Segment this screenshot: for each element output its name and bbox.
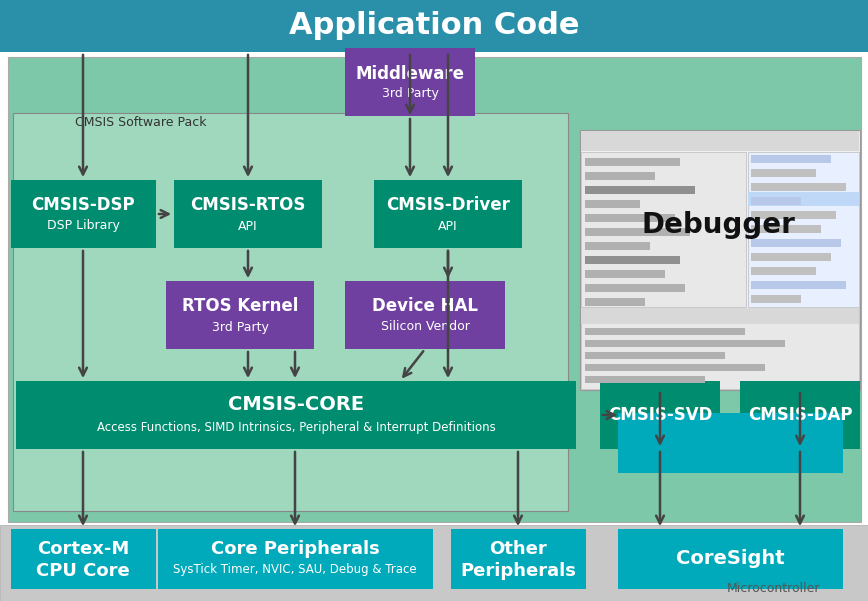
FancyBboxPatch shape xyxy=(751,169,816,177)
FancyBboxPatch shape xyxy=(751,253,831,261)
FancyBboxPatch shape xyxy=(751,295,801,303)
FancyBboxPatch shape xyxy=(751,197,801,205)
FancyBboxPatch shape xyxy=(0,0,868,52)
Text: CMSIS Software Pack: CMSIS Software Pack xyxy=(75,117,207,129)
FancyBboxPatch shape xyxy=(581,308,859,324)
FancyBboxPatch shape xyxy=(581,131,859,151)
FancyBboxPatch shape xyxy=(585,284,685,292)
FancyBboxPatch shape xyxy=(166,281,314,349)
FancyBboxPatch shape xyxy=(158,529,433,589)
Text: Application Code: Application Code xyxy=(289,11,579,40)
FancyBboxPatch shape xyxy=(748,152,859,307)
FancyBboxPatch shape xyxy=(585,200,640,208)
FancyBboxPatch shape xyxy=(748,192,859,206)
FancyBboxPatch shape xyxy=(600,381,720,449)
FancyBboxPatch shape xyxy=(751,267,816,275)
Text: Microcontroller: Microcontroller xyxy=(727,582,820,594)
FancyBboxPatch shape xyxy=(585,340,785,347)
Text: Other: Other xyxy=(490,540,547,558)
FancyBboxPatch shape xyxy=(585,270,665,278)
Text: CMSIS-DSP: CMSIS-DSP xyxy=(31,196,135,214)
FancyBboxPatch shape xyxy=(374,180,522,248)
FancyBboxPatch shape xyxy=(585,228,690,236)
Text: CMSIS-DAP: CMSIS-DAP xyxy=(747,406,852,424)
FancyBboxPatch shape xyxy=(585,186,695,194)
FancyBboxPatch shape xyxy=(751,239,841,247)
Text: CPU Core: CPU Core xyxy=(36,562,130,580)
FancyBboxPatch shape xyxy=(585,214,675,222)
FancyBboxPatch shape xyxy=(751,183,846,191)
FancyBboxPatch shape xyxy=(451,529,586,589)
FancyBboxPatch shape xyxy=(13,113,568,511)
FancyBboxPatch shape xyxy=(585,158,680,166)
FancyBboxPatch shape xyxy=(581,308,859,389)
FancyBboxPatch shape xyxy=(580,130,860,390)
Text: CMSIS-Driver: CMSIS-Driver xyxy=(386,196,510,214)
Text: SysTick Timer, NVIC, SAU, Debug & Trace: SysTick Timer, NVIC, SAU, Debug & Trace xyxy=(174,563,417,576)
Text: Silicon Vendor: Silicon Vendor xyxy=(380,320,470,334)
Text: CMSIS-CORE: CMSIS-CORE xyxy=(228,395,364,415)
FancyBboxPatch shape xyxy=(11,180,156,248)
FancyBboxPatch shape xyxy=(345,281,505,349)
FancyBboxPatch shape xyxy=(581,152,746,307)
FancyBboxPatch shape xyxy=(618,529,843,589)
FancyBboxPatch shape xyxy=(585,256,680,264)
FancyBboxPatch shape xyxy=(585,242,650,250)
Text: Device HAL: Device HAL xyxy=(372,297,478,315)
Text: 3rd Party: 3rd Party xyxy=(212,320,268,334)
FancyBboxPatch shape xyxy=(585,328,745,335)
Text: Cortex-M: Cortex-M xyxy=(36,540,129,558)
FancyBboxPatch shape xyxy=(585,172,655,180)
Text: Core Peripherals: Core Peripherals xyxy=(211,540,379,558)
Text: CoreSight: CoreSight xyxy=(675,549,785,569)
FancyBboxPatch shape xyxy=(0,52,868,601)
FancyBboxPatch shape xyxy=(8,57,861,522)
FancyBboxPatch shape xyxy=(585,376,705,383)
Text: Middleware: Middleware xyxy=(356,65,464,83)
FancyBboxPatch shape xyxy=(618,413,843,473)
FancyBboxPatch shape xyxy=(751,225,821,233)
Text: DSP Library: DSP Library xyxy=(47,219,120,233)
Text: Access Functions, SIMD Intrinsics, Peripheral & Interrupt Definitions: Access Functions, SIMD Intrinsics, Perip… xyxy=(96,421,496,435)
Text: CMSIS-RTOS: CMSIS-RTOS xyxy=(190,196,306,214)
FancyBboxPatch shape xyxy=(585,364,765,371)
FancyBboxPatch shape xyxy=(585,352,725,359)
FancyBboxPatch shape xyxy=(585,298,645,306)
Text: Peripherals: Peripherals xyxy=(460,562,576,580)
FancyBboxPatch shape xyxy=(16,381,576,449)
Text: Debugger: Debugger xyxy=(641,211,795,239)
FancyBboxPatch shape xyxy=(174,180,322,248)
Text: CMSIS-SVD: CMSIS-SVD xyxy=(608,406,712,424)
Text: API: API xyxy=(238,219,258,233)
Text: 3rd Party: 3rd Party xyxy=(382,88,438,100)
FancyBboxPatch shape xyxy=(345,48,475,116)
Text: API: API xyxy=(438,219,457,233)
Text: RTOS Kernel: RTOS Kernel xyxy=(181,297,299,315)
FancyBboxPatch shape xyxy=(11,529,156,589)
FancyBboxPatch shape xyxy=(740,381,860,449)
FancyBboxPatch shape xyxy=(0,525,868,601)
FancyBboxPatch shape xyxy=(751,211,836,219)
FancyBboxPatch shape xyxy=(751,281,846,289)
FancyBboxPatch shape xyxy=(751,155,831,163)
